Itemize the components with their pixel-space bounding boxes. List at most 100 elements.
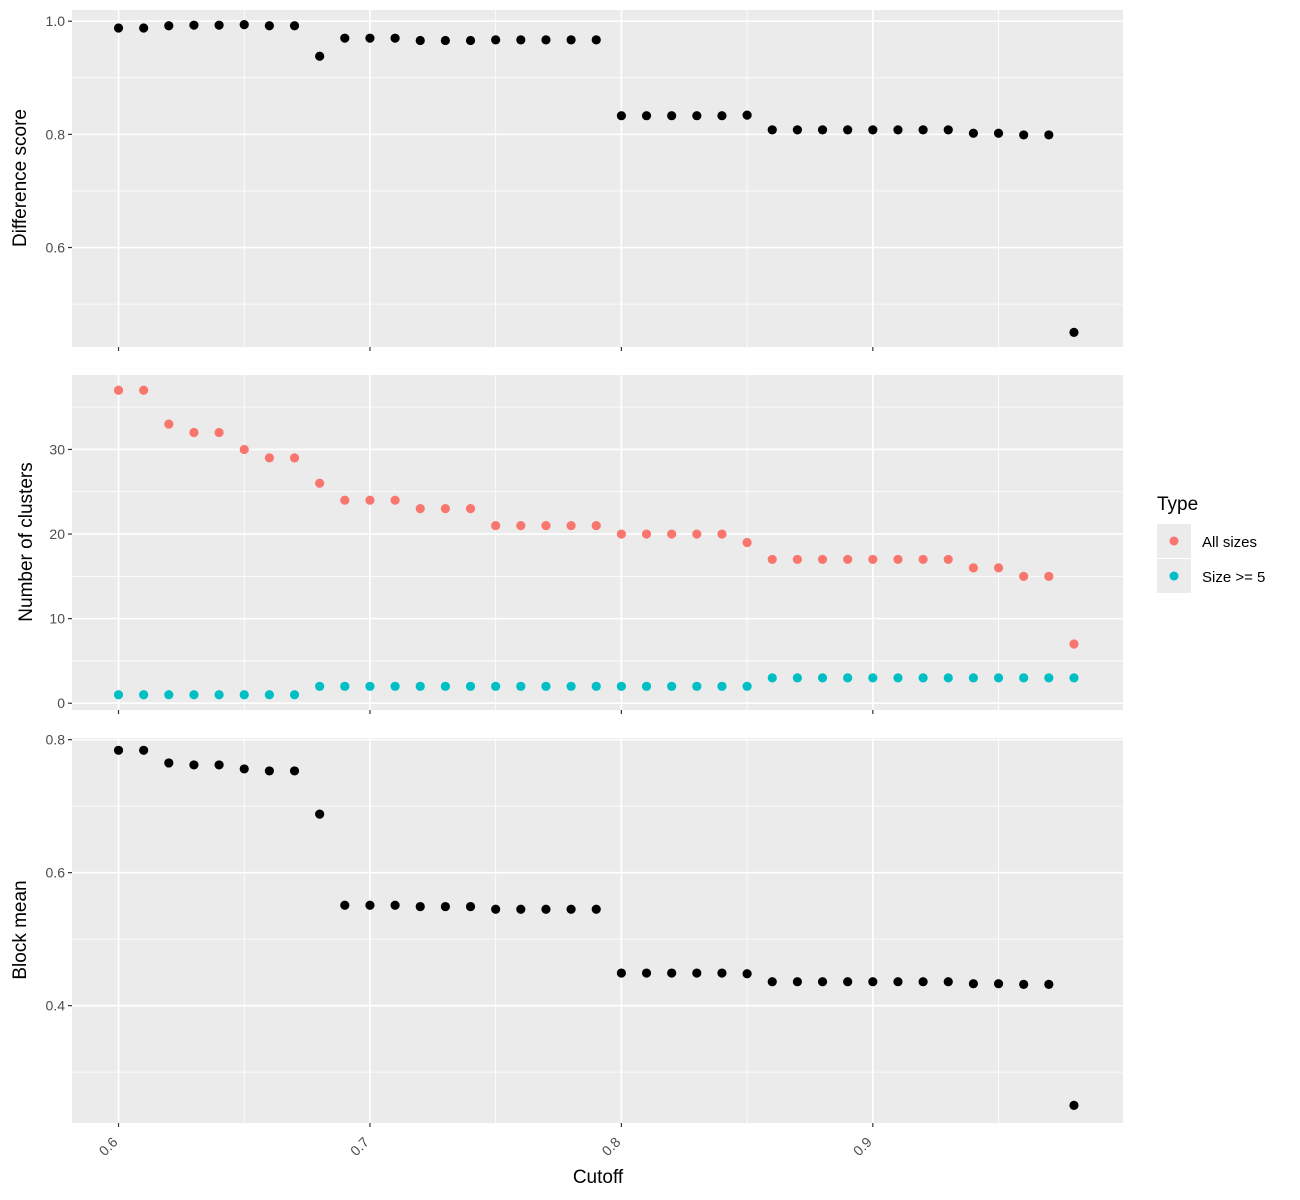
- data-point-panel1-series0-8: [315, 478, 325, 488]
- data-point-panel2-series0-38: [1069, 1100, 1079, 1110]
- data-point-panel2-series0-33: [943, 977, 953, 987]
- data-point-panel2-series0-37: [1044, 979, 1054, 989]
- y-tick-label: 0.4: [46, 998, 66, 1014]
- data-point-panel2-series0-18: [566, 904, 576, 914]
- data-point-panel0-series0-28: [817, 125, 828, 135]
- x-tick-label: 0.6: [96, 1134, 121, 1159]
- data-point-panel1-series1-3: [189, 690, 199, 700]
- data-point-panel1-series1-16: [516, 681, 526, 691]
- x-tick-label: 0.8: [598, 1134, 623, 1159]
- data-point-panel0-series0-30: [868, 125, 878, 135]
- data-point-panel2-series0-17: [541, 904, 551, 914]
- data-point-panel0-series0-5: [239, 19, 249, 30]
- data-point-panel1-series0-25: [742, 537, 752, 548]
- data-point-panel0-series0-2: [164, 21, 174, 31]
- data-point-panel2-series0-24: [717, 968, 727, 978]
- data-point-panel1-series0-5: [239, 444, 249, 455]
- y-axis-title-number-of-clusters: Number of clusters: [16, 462, 37, 621]
- data-point-panel1-series1-29: [843, 673, 853, 683]
- data-point-panel1-series1-5: [239, 690, 249, 700]
- data-point-panel0-series0-16: [516, 35, 526, 45]
- data-point-panel2-series0-5: [239, 764, 249, 774]
- data-point-panel1-series0-35: [993, 563, 1004, 573]
- data-point-panel1-series1-31: [893, 673, 903, 683]
- data-point-panel1-series0-23: [692, 529, 702, 539]
- data-point-panel0-series0-25: [742, 110, 752, 120]
- data-point-panel1-series1-34: [968, 673, 978, 683]
- data-point-panel1-series1-33: [943, 673, 953, 683]
- x-tick-label: 0.7: [347, 1134, 372, 1159]
- data-point-panel0-series0-37: [1044, 130, 1054, 140]
- data-point-panel1-series0-14: [465, 504, 476, 514]
- data-point-panel1-series1-6: [264, 690, 274, 700]
- data-point-panel0-series0-20: [616, 111, 626, 121]
- data-point-panel2-series0-23: [692, 968, 702, 978]
- data-point-panel2-series0-15: [491, 904, 501, 914]
- data-point-panel1-series1-26: [767, 673, 777, 683]
- data-point-panel1-series1-20: [616, 681, 626, 691]
- x-axis-title-cutoff: Cutoff: [573, 1167, 624, 1188]
- data-point-panel2-series0-10: [365, 900, 375, 910]
- y-tick-label: 0.8: [46, 732, 66, 748]
- data-point-panel1-series1-10: [365, 681, 375, 691]
- data-point-panel2-series0-19: [591, 904, 601, 914]
- data-point-panel1-series1-28: [817, 673, 828, 683]
- data-point-panel1-series0-12: [415, 504, 425, 514]
- data-point-panel2-series0-26: [767, 977, 777, 987]
- data-point-panel2-series0-36: [1019, 979, 1029, 989]
- data-point-panel1-series1-18: [566, 681, 576, 691]
- data-point-panel1-series1-8: [315, 681, 325, 691]
- data-point-panel1-series0-28: [817, 554, 828, 565]
- data-point-panel1-series0-29: [843, 554, 853, 565]
- data-point-panel0-series0-13: [440, 35, 450, 46]
- data-point-panel2-series0-12: [415, 901, 425, 912]
- y-tick-label: 0.8: [46, 126, 66, 142]
- data-point-panel1-series1-35: [993, 673, 1004, 683]
- data-point-panel1-series1-0: [113, 690, 124, 700]
- data-point-panel0-series0-15: [491, 35, 501, 45]
- panel-0: 0.6 0.8 1.0: [46, 10, 1123, 351]
- data-point-panel0-series0-38: [1069, 327, 1079, 338]
- data-point-panel1-series1-11: [390, 681, 400, 691]
- data-point-panel2-series0-0: [113, 745, 124, 755]
- data-point-panel2-series0-32: [918, 977, 928, 987]
- data-point-panel1-series0-19: [591, 520, 601, 531]
- data-point-panel2-series0-4: [214, 760, 224, 770]
- data-point-panel0-series0-34: [968, 128, 978, 138]
- data-point-panel2-series0-3: [189, 760, 199, 770]
- data-point-panel1-series0-22: [667, 529, 677, 539]
- data-point-panel1-series0-16: [516, 520, 526, 531]
- data-point-panel1-series0-26: [767, 554, 777, 565]
- data-point-panel1-series0-18: [566, 520, 576, 531]
- data-point-panel0-series0-23: [692, 111, 702, 121]
- data-point-panel0-series0-6: [264, 21, 274, 31]
- data-point-panel1-series1-24: [717, 681, 727, 691]
- data-point-panel1-series1-38: [1069, 673, 1079, 683]
- legend-label-all-sizes: All sizes: [1202, 534, 1257, 551]
- data-point-panel1-series0-27: [792, 554, 802, 565]
- data-point-panel0-series0-22: [667, 111, 677, 121]
- data-point-panel0-series0-10: [365, 33, 375, 43]
- data-point-panel1-series0-17: [541, 520, 551, 531]
- data-point-panel1-series0-11: [390, 495, 400, 505]
- data-point-panel0-series0-3: [189, 20, 199, 30]
- data-point-panel2-series0-21: [641, 968, 652, 978]
- data-point-panel0-series0-17: [541, 35, 551, 45]
- panel-1: 0 10 20 30: [49, 375, 1123, 714]
- panel-2: 0.4 0.6 0.8 0.6 0.7 0.8 0.9: [46, 732, 1123, 1159]
- data-point-panel0-series0-24: [717, 111, 727, 121]
- data-point-panel0-series0-4: [214, 20, 224, 30]
- data-point-panel0-series0-0: [113, 23, 124, 33]
- legend-key-size-5: [1169, 571, 1179, 581]
- data-point-panel0-series0-12: [415, 35, 425, 46]
- data-point-panel1-series1-15: [491, 681, 501, 691]
- data-point-panel1-series1-36: [1019, 673, 1029, 683]
- data-point-panel1-series1-25: [742, 681, 752, 691]
- y-tick-label: 0.6: [46, 240, 66, 256]
- data-point-panel2-series0-30: [868, 977, 878, 987]
- data-point-panel0-series0-26: [767, 125, 777, 135]
- legend-label-size-5: Size >= 5: [1202, 569, 1265, 586]
- data-point-panel2-series0-6: [264, 766, 274, 776]
- data-point-panel1-series0-38: [1069, 639, 1079, 649]
- data-point-panel1-series1-1: [139, 690, 149, 700]
